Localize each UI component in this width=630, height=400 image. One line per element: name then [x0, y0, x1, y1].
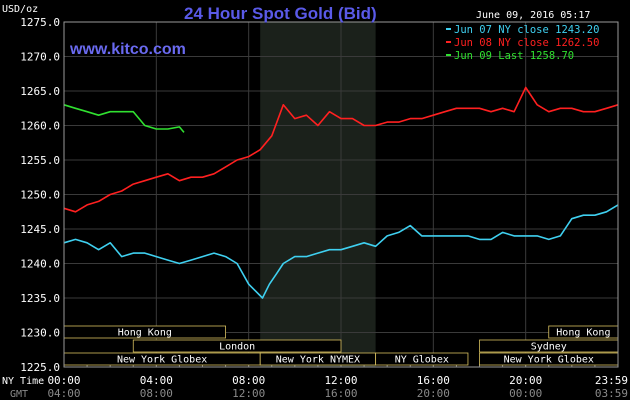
x-tick-label-gmt: 12:00: [232, 387, 265, 400]
x-tick-label-gmt: 00:00: [509, 387, 542, 400]
legend-entry: Jun 09 Last 1258.70: [454, 50, 574, 62]
ny-time-label: NY Time: [2, 376, 44, 387]
x-tick-label-gmt: 20:00: [417, 387, 450, 400]
date-label: June 09, 2016 05:17: [476, 10, 590, 21]
session-label: Sydney: [531, 342, 567, 353]
legend-entry: Jun 08 NY close 1262.50: [454, 37, 599, 49]
gmt-label: GMT: [10, 389, 28, 400]
legend-swatch: [446, 28, 451, 30]
chart-title: 24 Hour Spot Gold (Bid): [184, 4, 377, 23]
y-tick-label: 1250.0: [20, 189, 60, 202]
website-link[interactable]: www.kitco.com: [69, 41, 186, 58]
session-label: New York Globex: [117, 355, 207, 366]
series-line-3: [63, 104, 185, 133]
x-tick-label-gmt: 08:00: [140, 387, 173, 400]
series-line-2: [63, 86, 619, 213]
session-label: New York Globex: [504, 355, 594, 366]
y-tick-label: 1270.0: [20, 51, 60, 64]
x-tick-label-gmt: 04:00: [47, 387, 80, 400]
y-tick-label: 1255.0: [20, 154, 60, 167]
y-tick-label: 1225.0: [20, 361, 60, 374]
x-tick-label-gmt: 16:00: [324, 387, 357, 400]
session-box: [132, 339, 342, 353]
legend-entry: Jun 07 NY close 1243.20: [454, 24, 599, 36]
x-tick-label-ny: 08:00: [232, 374, 265, 387]
y-tick-label: 1260.0: [20, 120, 60, 133]
x-tick-label-ny: 23:59: [595, 374, 628, 387]
series-line-1: [63, 204, 619, 299]
x-tick-label-ny: 12:00: [324, 374, 357, 387]
x-tick-label-gmt: 03:59: [595, 387, 628, 400]
x-tick-label-ny: 04:00: [140, 374, 173, 387]
session-label: NY Globex: [395, 355, 449, 366]
y-tick-label: 1240.0: [20, 258, 60, 271]
x-tick-label-ny: 00:00: [47, 374, 80, 387]
y-tick-label: 1235.0: [20, 292, 60, 305]
session-label: Hong Kong: [556, 328, 610, 339]
y-tick-label: 1265.0: [20, 85, 60, 98]
y-tick-label: 1275.0: [20, 16, 60, 29]
x-tick-label-ny: 20:00: [509, 374, 542, 387]
session-box: [375, 352, 469, 366]
x-tick-label-ny: 16:00: [417, 374, 450, 387]
plot-frame: [63, 21, 619, 368]
session-label: London: [219, 342, 255, 353]
legend-swatch: [446, 41, 451, 43]
session-label: New York NYMEX: [276, 355, 360, 366]
y-tick-label: 1230.0: [20, 327, 60, 340]
session-label: Hong Kong: [118, 328, 172, 339]
y-tick-label: 1245.0: [20, 223, 60, 236]
y-unit-label: USD/oz: [2, 4, 38, 15]
legend-swatch: [446, 54, 451, 56]
